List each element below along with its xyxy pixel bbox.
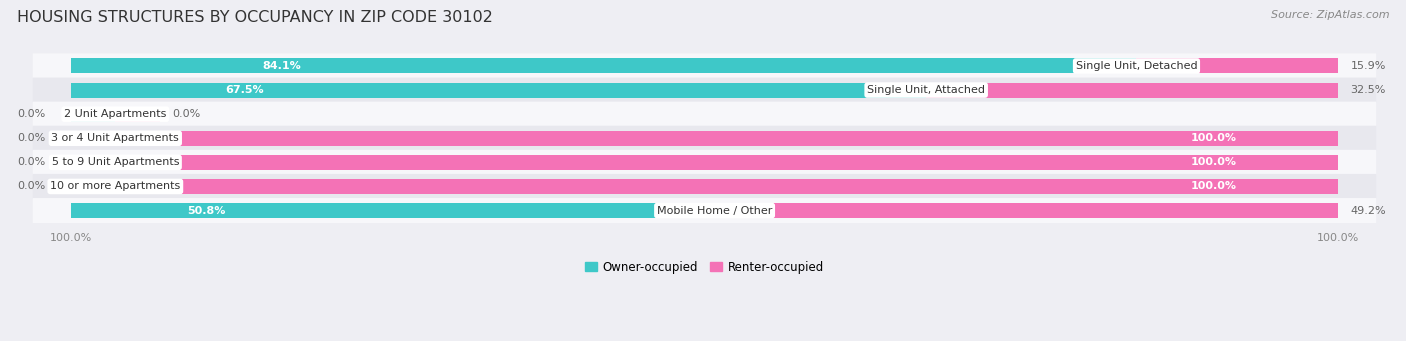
Text: Single Unit, Attached: Single Unit, Attached <box>868 85 986 95</box>
Bar <box>70 59 1136 73</box>
Text: Mobile Home / Other: Mobile Home / Other <box>657 206 772 216</box>
FancyBboxPatch shape <box>32 150 1376 175</box>
FancyBboxPatch shape <box>32 126 1376 151</box>
Legend: Owner-occupied, Renter-occupied: Owner-occupied, Renter-occupied <box>581 256 828 279</box>
Text: HOUSING STRUCTURES BY OCCUPANCY IN ZIP CODE 30102: HOUSING STRUCTURES BY OCCUPANCY IN ZIP C… <box>17 10 492 25</box>
Text: Source: ZipAtlas.com: Source: ZipAtlas.com <box>1271 10 1389 20</box>
Text: 100.0%: 100.0% <box>1191 181 1236 191</box>
Bar <box>70 107 115 122</box>
Text: 0.0%: 0.0% <box>17 109 45 119</box>
FancyBboxPatch shape <box>32 174 1376 199</box>
FancyBboxPatch shape <box>32 77 1376 103</box>
Bar <box>70 203 714 218</box>
Text: 2 Unit Apartments: 2 Unit Apartments <box>65 109 166 119</box>
Text: 15.9%: 15.9% <box>1351 61 1386 71</box>
Bar <box>70 131 1339 146</box>
FancyBboxPatch shape <box>32 54 1376 78</box>
Bar <box>714 203 1339 218</box>
Text: 67.5%: 67.5% <box>225 85 263 95</box>
Text: 0.0%: 0.0% <box>17 181 45 191</box>
Bar <box>1136 59 1339 73</box>
Text: 0.0%: 0.0% <box>173 109 201 119</box>
Text: 50.8%: 50.8% <box>187 206 225 216</box>
Bar <box>70 131 115 146</box>
FancyBboxPatch shape <box>32 102 1376 127</box>
Text: 32.5%: 32.5% <box>1351 85 1386 95</box>
Text: 0.0%: 0.0% <box>17 157 45 167</box>
Text: 5 to 9 Unit Apartments: 5 to 9 Unit Apartments <box>52 157 179 167</box>
Text: Single Unit, Detached: Single Unit, Detached <box>1076 61 1198 71</box>
FancyBboxPatch shape <box>32 198 1376 223</box>
Bar <box>70 179 1339 194</box>
Bar <box>70 179 115 194</box>
Text: 100.0%: 100.0% <box>1191 157 1236 167</box>
Text: 10 or more Apartments: 10 or more Apartments <box>51 181 180 191</box>
Bar <box>115 107 160 122</box>
Bar <box>927 83 1339 98</box>
Text: 49.2%: 49.2% <box>1351 206 1386 216</box>
Bar <box>70 155 115 170</box>
Bar <box>70 155 1339 170</box>
Text: 0.0%: 0.0% <box>17 133 45 143</box>
Text: 100.0%: 100.0% <box>1191 133 1236 143</box>
Text: 84.1%: 84.1% <box>263 61 301 71</box>
Text: 3 or 4 Unit Apartments: 3 or 4 Unit Apartments <box>52 133 179 143</box>
Bar <box>70 83 927 98</box>
